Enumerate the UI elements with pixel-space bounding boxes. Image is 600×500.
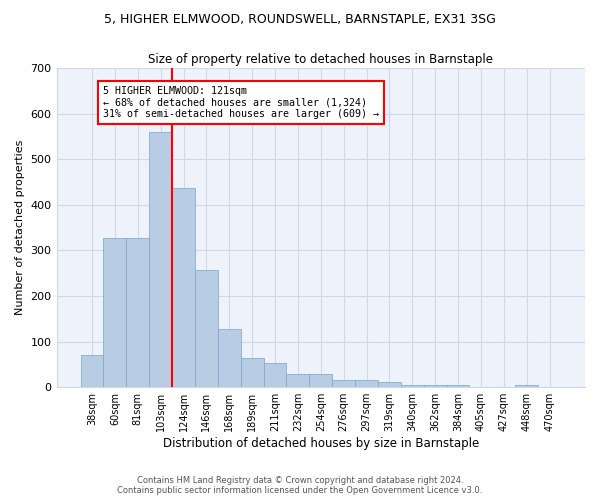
Bar [424, 385, 446, 387]
Bar [515, 385, 538, 387]
Bar [332, 380, 355, 387]
Title: Size of property relative to detached houses in Barnstaple: Size of property relative to detached ho… [148, 52, 493, 66]
Bar [103, 238, 127, 387]
Bar [172, 188, 195, 387]
Bar [355, 380, 378, 387]
Text: 5 HIGHER ELMWOOD: 121sqm
← 68% of detached houses are smaller (1,324)
31% of sem: 5 HIGHER ELMWOOD: 121sqm ← 68% of detach… [103, 86, 379, 120]
Bar [80, 356, 103, 387]
Bar [286, 374, 310, 387]
Bar [218, 329, 241, 387]
Bar [241, 358, 263, 387]
Bar [195, 270, 218, 387]
Y-axis label: Number of detached properties: Number of detached properties [15, 140, 25, 316]
Bar [263, 364, 286, 387]
Text: Contains HM Land Registry data © Crown copyright and database right 2024.
Contai: Contains HM Land Registry data © Crown c… [118, 476, 482, 495]
Bar [149, 132, 172, 387]
Bar [127, 238, 149, 387]
Text: 5, HIGHER ELMWOOD, ROUNDSWELL, BARNSTAPLE, EX31 3SG: 5, HIGHER ELMWOOD, ROUNDSWELL, BARNSTAPL… [104, 12, 496, 26]
Bar [310, 374, 332, 387]
Bar [401, 385, 424, 387]
Bar [378, 382, 401, 387]
Bar [446, 385, 469, 387]
X-axis label: Distribution of detached houses by size in Barnstaple: Distribution of detached houses by size … [163, 437, 479, 450]
